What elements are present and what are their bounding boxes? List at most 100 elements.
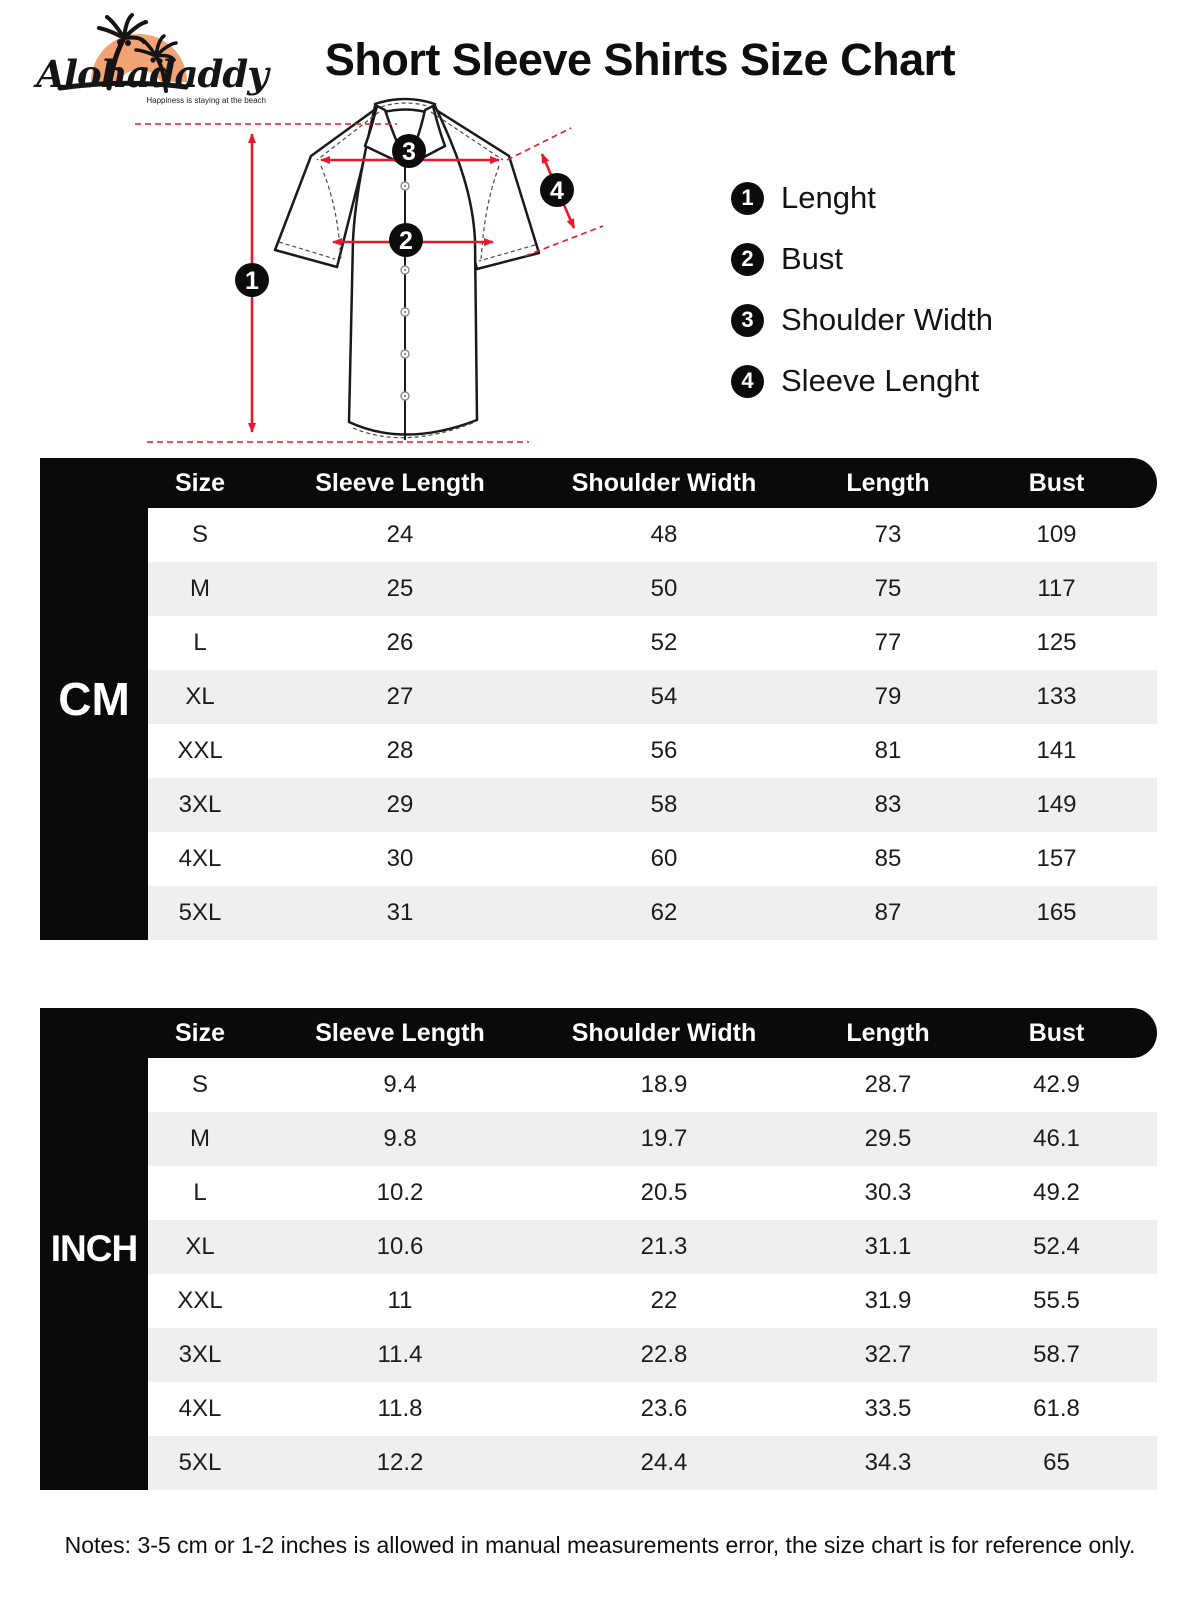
table-rows-cm: S 24 48 73 109 M 25 50 75 117 L 26 52 77 125 XL 27 54 79 13… — [148, 508, 1157, 940]
shirt-seams — [278, 102, 536, 439]
value-cell: 54 — [650, 683, 678, 710]
size-table-cm: CM Size Sleeve Length Shoulder Width Length… — [40, 458, 1157, 940]
value-cell: 55.5 — [1033, 1287, 1080, 1314]
legend-label: Lenght — [781, 180, 876, 215]
measurement-legend: 1 Lenght 2 Bust 3 Shoulder Width 4 Sleev… — [731, 180, 993, 424]
marker-1 — [235, 263, 269, 297]
value-cell: 117 — [1037, 575, 1076, 602]
table-row: XL 10.6 21.3 31.1 52.4 — [148, 1220, 1157, 1274]
value-cell: 19.7 — [640, 1125, 688, 1152]
value-cell: 50 — [650, 575, 678, 602]
value-cell: 85 — [874, 845, 902, 872]
table-row: M 25 50 75 117 — [148, 562, 1157, 616]
brand-tagline: Happiness is staying at the beach — [146, 96, 266, 105]
table-row: 4XL 30 60 85 157 — [148, 832, 1157, 886]
table-row: S 9.4 18.9 28.7 42.9 — [148, 1058, 1157, 1112]
value-cell: 49.2 — [1033, 1179, 1080, 1206]
value-cell: 30 — [386, 845, 414, 872]
legend-item-length: 1 Lenght — [731, 180, 993, 216]
table-header-inch: Size Sleeve Length Shoulder Width Length Bus… — [40, 1008, 1157, 1058]
value-cell: 125 — [1036, 629, 1077, 656]
size-cell: XXL — [177, 737, 223, 764]
table-row: L 10.2 20.5 30.3 49.2 — [148, 1166, 1157, 1220]
value-cell: 9.4 — [383, 1071, 417, 1098]
column-header: Sleeve Length — [315, 468, 485, 497]
unit-band-inch: INCH — [40, 1008, 148, 1490]
size-cell: L — [193, 629, 207, 656]
table-row: M 9.8 19.7 29.5 46.1 — [148, 1112, 1157, 1166]
value-cell: 79 — [874, 683, 902, 710]
value-cell: 60 — [650, 845, 678, 872]
value-cell: 28 — [386, 737, 414, 764]
value-cell: 11 — [387, 1287, 413, 1314]
legend-item-bust: 2 Bust — [731, 241, 993, 277]
size-cell: M — [190, 575, 210, 602]
value-cell: 149 — [1036, 791, 1077, 818]
marker-2 — [389, 223, 423, 257]
shirt-measurement-diagram: 1 2 3 4 — [135, 97, 604, 443]
value-cell: 33.5 — [864, 1395, 912, 1422]
value-cell: 22.8 — [640, 1341, 688, 1368]
svg-text:2: 2 — [399, 227, 413, 255]
size-cell: S — [191, 1071, 208, 1098]
page-title: Short Sleeve Shirts Size Chart — [324, 34, 956, 85]
value-cell: 29.5 — [864, 1125, 912, 1152]
value-cell: 77 — [874, 629, 902, 656]
value-cell: 22 — [650, 1287, 678, 1314]
size-cell: 5XL — [178, 899, 222, 926]
table-row: XXL 28 56 81 141 — [148, 724, 1157, 778]
column-header: Shoulder Width — [571, 1018, 757, 1047]
legend-label: Bust — [781, 241, 844, 276]
table-row: 5XL 12.2 24.4 34.3 65 — [148, 1436, 1157, 1490]
value-cell: 65 — [1043, 1449, 1070, 1476]
marker-4 — [540, 173, 574, 207]
value-cell: 46.1 — [1033, 1125, 1080, 1152]
value-cell: 83 — [874, 791, 902, 818]
value-cell: 12.2 — [376, 1449, 424, 1476]
table-row: XXL 11 22 31.9 55.5 — [148, 1274, 1157, 1328]
value-cell: 10.6 — [376, 1233, 424, 1260]
legend-number-4: 4 — [731, 364, 764, 398]
unit-label: INCH — [50, 1228, 138, 1269]
value-cell: 10.2 — [376, 1179, 424, 1206]
value-cell: 11.4 — [377, 1341, 423, 1368]
value-cell: 141 — [1036, 737, 1077, 764]
value-cell: 20.5 — [640, 1179, 688, 1206]
column-header: Bust — [1028, 468, 1085, 497]
column-header: Length — [846, 1018, 930, 1047]
shirt-body — [347, 104, 479, 436]
size-table-inch: INCH Size Sleeve Length Shoulder Width Leng… — [40, 1008, 1157, 1490]
value-cell: 87 — [874, 899, 902, 926]
value-cell: 34.3 — [864, 1449, 912, 1476]
size-cell: M — [190, 1125, 210, 1152]
svg-text:3: 3 — [402, 138, 416, 166]
legend-label: Shoulder Width — [781, 302, 993, 337]
value-cell: 31.9 — [864, 1287, 912, 1314]
value-cell: 157 — [1036, 845, 1077, 872]
value-cell: 24 — [386, 521, 414, 548]
value-cell: 109 — [1036, 521, 1077, 548]
value-cell: 28.7 — [864, 1071, 912, 1098]
column-header: Sleeve Length — [315, 1018, 485, 1047]
table-row: 3XL 29 58 83 149 — [148, 778, 1157, 832]
value-cell: 31.1 — [864, 1233, 912, 1260]
legend-item-shoulder-width: 3 Shoulder Width — [731, 302, 993, 338]
value-cell: 52 — [650, 629, 678, 656]
value-cell: 32.7 — [864, 1341, 912, 1368]
column-header: Size — [174, 1018, 226, 1047]
size-cell: XXL — [177, 1287, 223, 1314]
value-cell: 25 — [386, 575, 414, 602]
svg-text:4: 4 — [550, 177, 564, 205]
brand-name: Alohadaddy — [36, 52, 268, 96]
legend-number-3: 3 — [731, 303, 764, 337]
table-row: L 26 52 77 125 — [148, 616, 1157, 670]
value-cell: 133 — [1036, 683, 1077, 710]
table-row: S 24 48 73 109 — [148, 508, 1157, 562]
size-cell: 3XL — [178, 791, 222, 818]
value-cell: 62 — [650, 899, 678, 926]
value-cell: 61.8 — [1033, 1395, 1080, 1422]
value-cell: 81 — [874, 737, 902, 764]
value-cell: 165 — [1036, 899, 1077, 926]
size-cell: 3XL — [178, 1341, 222, 1368]
